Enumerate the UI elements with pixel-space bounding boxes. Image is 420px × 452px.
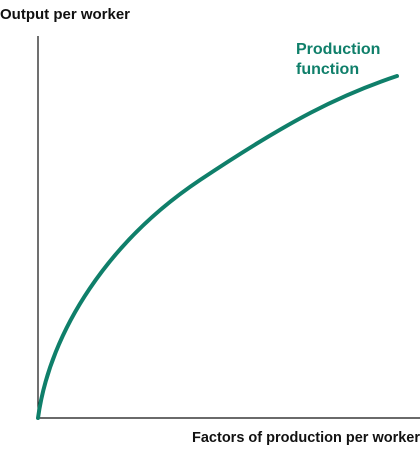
y-axis-label: Output per worker [0, 6, 131, 23]
production-curve [36, 74, 399, 420]
x-axis-label: Factors of production per worker [192, 430, 420, 446]
curve-label: Production function [296, 41, 381, 78]
